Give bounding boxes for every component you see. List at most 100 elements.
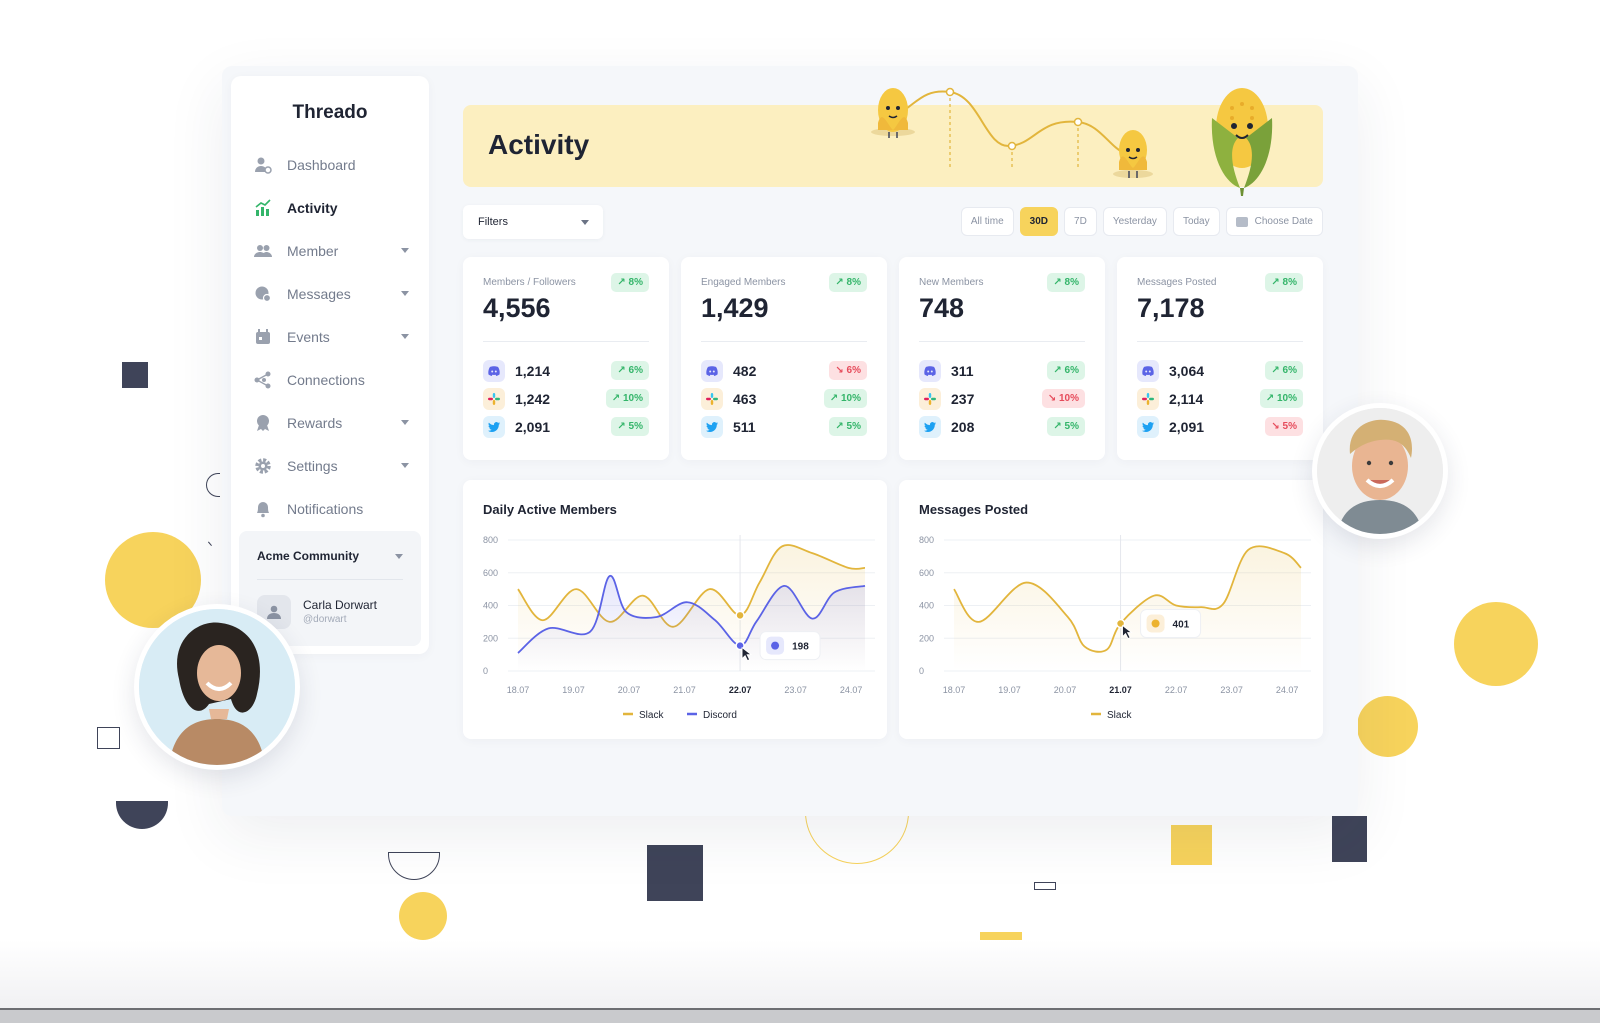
chart-card-messages-posted: Messages Posted 0 200 400 600 800 18.07 19.07 2… [899,480,1323,739]
trend-badge: ↗ 8% [1265,273,1303,292]
stat-source-row: 1,242 ↗ 10% [483,388,649,410]
sidebar-item-label: Notifications [287,500,364,517]
source-value: 208 [951,419,975,435]
trend-badge: ↗ 6% [1265,361,1303,380]
trend-badge: ↗ 8% [611,273,649,292]
sidebar-item-notifications[interactable]: Notifications [253,487,413,530]
discord-icon [483,360,505,382]
range-30d[interactable]: 30D [1019,207,1059,236]
trend-badge: ↗ 8% [1047,273,1085,292]
legend-label: Discord [703,710,737,721]
divider [1137,341,1303,342]
sidebar-item-events[interactable]: Events [253,315,413,358]
y-tick-label: 800 [483,535,498,545]
x-tick-label: 21.07 [673,685,696,695]
sidebar-item-label: Rewards [287,414,343,431]
stat-source-row: 463 ↗ 10% [701,388,867,410]
chart-trend-icon [253,198,273,218]
trend-badge: ↘ 10% [1041,389,1085,408]
sidebar-item-dashboard[interactable]: Dashboard [253,143,413,186]
bell-icon [253,499,273,519]
trend-badge: ↗ 6% [611,361,649,380]
decor-square [122,362,148,388]
x-tick-label: 18.07 [507,685,530,695]
brand-logo-text: Threado [292,102,368,123]
line-chart-messages-posted[interactable]: 0 200 400 600 800 18.07 19.07 20.07 21.07 22.07 23… [899,480,1323,739]
x-tick-label: 19.07 [998,685,1021,695]
sidebar-item-connections[interactable]: Connections [253,358,413,401]
decor-square [1332,816,1367,862]
choose-date-button[interactable]: Choose Date [1225,207,1323,236]
sidebar-item-rewards[interactable]: Rewards [253,401,413,444]
x-tick-label: 18.07 [943,685,966,695]
range-yesterday[interactable]: Yesterday [1102,207,1167,236]
discord-icon-glyph [771,641,780,650]
stat-value: 748 [919,293,965,323]
stat-card: Messages Posted ↗ 8% 7,178 3,064 ↗ 6% 2,11… [1117,257,1323,460]
stat-source-row: 482 ↘ 6% [701,360,867,382]
mouse-cursor-icon [741,646,753,662]
data-point-marker [735,610,745,621]
line-chart-daily-active-members[interactable]: 0 200 400 600 800 18.07 19.07 20.07 21.07 22.07 23… [463,480,887,739]
sidebar-item-messages[interactable]: Messages [253,272,413,315]
divider [701,341,867,342]
chevron-down-icon[interactable] [395,554,403,559]
user-name: Carla Dorwart [303,598,378,612]
range-today[interactable]: Today [1172,207,1220,236]
gear-icon [253,456,273,476]
mouse-cursor-icon [1122,624,1133,640]
x-tick-label: 23.07 [784,685,807,695]
source-value: 482 [733,363,757,379]
sidebar-item-member[interactable]: Member [253,229,413,272]
stat-card: New Members ↗ 8% 748 311 ↗ 6% 237 ↘ 10% 20… [899,257,1105,460]
y-tick-label: 200 [483,633,498,643]
series-area-slack [954,546,1301,671]
filters-dropdown[interactable]: Filters [463,205,603,239]
tooltip: 401 [1140,609,1202,639]
y-tick-label: 400 [483,601,498,611]
x-tick-label: 22.07 [1165,685,1188,695]
source-value: 1,242 [515,391,551,407]
sidebar: Threado Dashboard Activity Member Messa [231,76,429,654]
source-value: 237 [951,391,975,407]
range-all-time[interactable]: All time [960,207,1014,236]
stat-source-row: 311 ↗ 6% [919,360,1085,382]
x-tick-label: 23.07 [1220,685,1243,695]
x-tick-label: 22.07 [729,685,752,695]
trend-badge: ↗ 10% [1259,389,1303,408]
sidebar-item-settings[interactable]: Settings [253,444,413,487]
source-value: 3,064 [1169,363,1205,379]
y-tick-label: 600 [919,568,934,578]
decor-square [647,845,703,901]
source-value: 311 [951,363,974,379]
x-tick-label: 21.07 [1109,685,1132,695]
user-gear-icon [253,155,273,175]
y-tick-label: 400 [919,601,934,611]
award-icon [253,413,273,433]
sidebar-item-label: Dashboard [287,156,356,173]
trend-badge: ↗ 6% [1047,361,1085,380]
series-line-discord [517,575,866,654]
stat-title: Engaged Members [701,277,786,288]
x-tick-label: 19.07 [562,685,585,695]
stat-title: New Members [919,277,984,288]
discord-icon [919,360,941,382]
twitter-icon [483,416,505,438]
trend-badge: ↗ 5% [1047,417,1085,436]
filters-label: Filters [478,216,508,228]
twitter-icon [1137,416,1159,438]
stat-card: Engaged Members ↗ 8% 1,429 482 ↘ 6% 463 ↗ … [681,257,887,460]
range-7d[interactable]: 7D [1064,207,1097,236]
sidebar-item-label: Events [287,328,330,345]
stat-source-row: 3,064 ↗ 6% [1137,360,1303,382]
chart-card-daily-active-members: Daily Active Members 0 200 400 600 800 18.07 1… [463,480,887,739]
trend-badge: ↘ 5% [1265,417,1303,436]
x-tick-label: 20.07 [1054,685,1077,695]
stat-source-row: 511 ↗ 5% [701,416,867,438]
sidebar-item-activity[interactable]: Activity [253,186,413,229]
source-value: 511 [733,419,756,435]
sidebar-item-label: Member [287,242,339,259]
trend-badge: ↗ 10% [823,389,867,408]
stat-source-row: 2,091 ↘ 5% [1137,416,1303,438]
discord-icon [701,360,723,382]
